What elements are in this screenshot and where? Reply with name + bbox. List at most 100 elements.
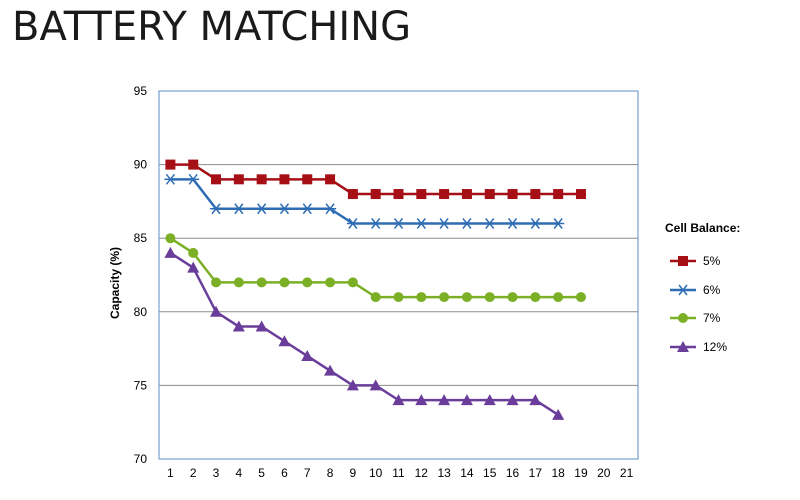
data-point — [301, 203, 314, 215]
data-point — [278, 335, 291, 347]
legend-label: 6% — [703, 283, 721, 297]
data-point — [210, 203, 223, 215]
legend-marker — [678, 313, 688, 323]
series-line — [169, 237, 581, 299]
data-point — [165, 159, 176, 170]
data-point — [256, 277, 267, 288]
marker-stroke — [678, 284, 688, 296]
data-point — [302, 174, 313, 185]
marker-stroke — [416, 218, 426, 229]
data-point — [187, 261, 200, 273]
y-tick-label: 70 — [134, 452, 148, 466]
data-point — [233, 277, 244, 288]
x-tick-label: 7 — [304, 466, 311, 480]
data-point — [392, 218, 405, 229]
data-point — [279, 174, 290, 185]
data-point — [461, 189, 472, 200]
x-tick-label: 12 — [415, 466, 429, 480]
x-tick-label: 17 — [529, 466, 543, 480]
marker-stroke — [234, 203, 244, 215]
series-line — [170, 178, 559, 225]
marker-stroke — [211, 203, 221, 215]
data-point — [416, 189, 427, 200]
data-point — [415, 218, 428, 229]
marker-stroke — [393, 218, 404, 229]
x-tick-label: 9 — [350, 466, 357, 480]
data-point — [484, 189, 495, 200]
legend-marker — [678, 256, 688, 266]
data-point — [324, 203, 337, 215]
x-tick-label: 11 — [392, 466, 405, 480]
page-title: BATTERY MATCHING — [12, 4, 412, 50]
data-point — [255, 203, 268, 215]
data-point — [279, 277, 290, 288]
legend-title: Cell Balance: — [665, 221, 740, 235]
marker-stroke — [439, 218, 449, 229]
data-point — [484, 292, 495, 303]
plot-frame — [158, 90, 639, 460]
data-point — [165, 233, 176, 244]
data-point — [256, 174, 267, 185]
data-point — [392, 394, 405, 406]
data-point — [370, 292, 381, 303]
data-point — [461, 292, 472, 303]
data-point — [164, 173, 177, 185]
marker-stroke — [485, 218, 495, 229]
x-tick-label: 19 — [574, 466, 588, 480]
data-point — [529, 218, 542, 229]
data-point — [369, 218, 382, 229]
x-tick-label: 6 — [281, 466, 288, 480]
marker-stroke — [462, 218, 472, 229]
y-tick-label: 95 — [134, 84, 148, 98]
data-point — [325, 174, 336, 185]
x-tick-label: 18 — [551, 466, 565, 480]
data-point — [506, 218, 519, 229]
data-point — [393, 292, 404, 303]
data-point — [552, 408, 565, 420]
data-point — [210, 305, 223, 317]
x-tick-label: 20 — [597, 466, 611, 480]
data-point — [460, 218, 473, 229]
x-tick-label: 13 — [437, 466, 451, 480]
legend-marker — [677, 341, 689, 352]
x-tick-label: 10 — [369, 466, 383, 480]
data-point — [439, 292, 450, 303]
data-point — [255, 320, 268, 332]
data-point — [415, 394, 428, 406]
marker-stroke — [348, 218, 358, 229]
data-point — [369, 379, 382, 391]
x-tick-label: 4 — [235, 466, 242, 480]
marker-stroke — [371, 218, 381, 229]
x-tick-label: 8 — [327, 466, 334, 480]
y-tick-label: 75 — [134, 378, 148, 392]
x-tick-label: 5 — [258, 466, 265, 480]
data-point — [439, 189, 450, 200]
series-2 — [164, 173, 565, 229]
y-tick-label: 80 — [134, 305, 148, 319]
marker-stroke — [165, 173, 175, 185]
data-point — [553, 189, 564, 200]
data-point — [507, 292, 518, 303]
y-tick-label: 90 — [134, 158, 148, 172]
legend-item: 12% — [670, 340, 727, 354]
marker-stroke — [507, 218, 518, 229]
series-line — [169, 251, 559, 416]
marker-stroke — [302, 203, 312, 215]
legend-label: 7% — [703, 311, 721, 325]
legend-item: 5% — [670, 254, 721, 268]
data-point — [325, 277, 336, 288]
data-point — [393, 189, 404, 200]
series-4 — [164, 246, 565, 420]
marker-stroke — [530, 218, 540, 229]
data-point — [187, 173, 200, 185]
data-point — [530, 189, 541, 200]
data-point — [575, 292, 586, 303]
data-point — [302, 277, 313, 288]
series-layer — [164, 159, 586, 420]
marker-stroke — [188, 173, 198, 185]
marker-stroke — [279, 203, 290, 215]
legend-marker — [677, 284, 689, 296]
data-point — [506, 394, 519, 406]
y-tick-label: 85 — [134, 231, 148, 245]
